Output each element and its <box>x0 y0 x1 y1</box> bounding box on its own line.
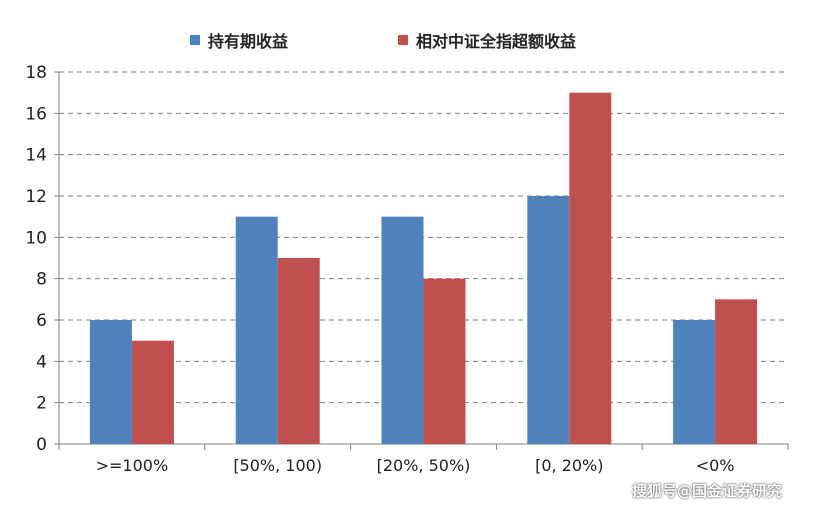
legend: 持有期收益 相对中证全指超额收益 <box>190 28 576 52</box>
legend-swatch-series-2 <box>398 35 409 45</box>
bar-holding-return-1 <box>235 216 278 444</box>
legend-label-series-1: 持有期收益 <box>208 32 289 51</box>
bar-excess-return-1 <box>277 258 320 444</box>
x-tick-label: [20%, 50%) <box>377 456 471 475</box>
y-tick-label: 8 <box>36 270 47 290</box>
y-tick-label: 4 <box>36 352 47 372</box>
watermark: 搜狐号@国金证券研究 <box>632 482 783 500</box>
y-tick-label: 16 <box>25 104 47 124</box>
y-tick-label: 14 <box>25 146 47 166</box>
bar-excess-return-4 <box>715 299 758 444</box>
bar-excess-return-2 <box>423 278 466 444</box>
y-tick-label: 10 <box>25 228 47 248</box>
x-tick-label: [0, 20%) <box>535 456 603 475</box>
bar-holding-return-4 <box>673 320 716 444</box>
bar-holding-return-2 <box>381 216 424 444</box>
bar-excess-return-3 <box>569 92 612 445</box>
legend-item-series-1: 持有期收益 <box>190 28 288 52</box>
bar-holding-return-0 <box>89 320 132 444</box>
y-tick-label: 0 <box>36 435 47 455</box>
x-tick-label: [50%, 100) <box>233 456 322 475</box>
legend-item-series-2: 相对中证全指超额收益 <box>398 28 576 52</box>
legend-swatch-series-1 <box>190 35 200 45</box>
y-tick-label: 18 <box>25 63 47 83</box>
x-tick-label: <0% <box>696 456 735 475</box>
y-tick-label: 12 <box>25 187 47 207</box>
x-tick-label: >=100% <box>96 456 169 475</box>
y-tick-label: 2 <box>36 394 47 414</box>
legend-label-series-2: 相对中证全指超额收益 <box>416 32 577 51</box>
y-tick-label: 6 <box>36 311 47 331</box>
bar-excess-return-0 <box>131 340 174 444</box>
bar-holding-return-3 <box>527 196 570 444</box>
